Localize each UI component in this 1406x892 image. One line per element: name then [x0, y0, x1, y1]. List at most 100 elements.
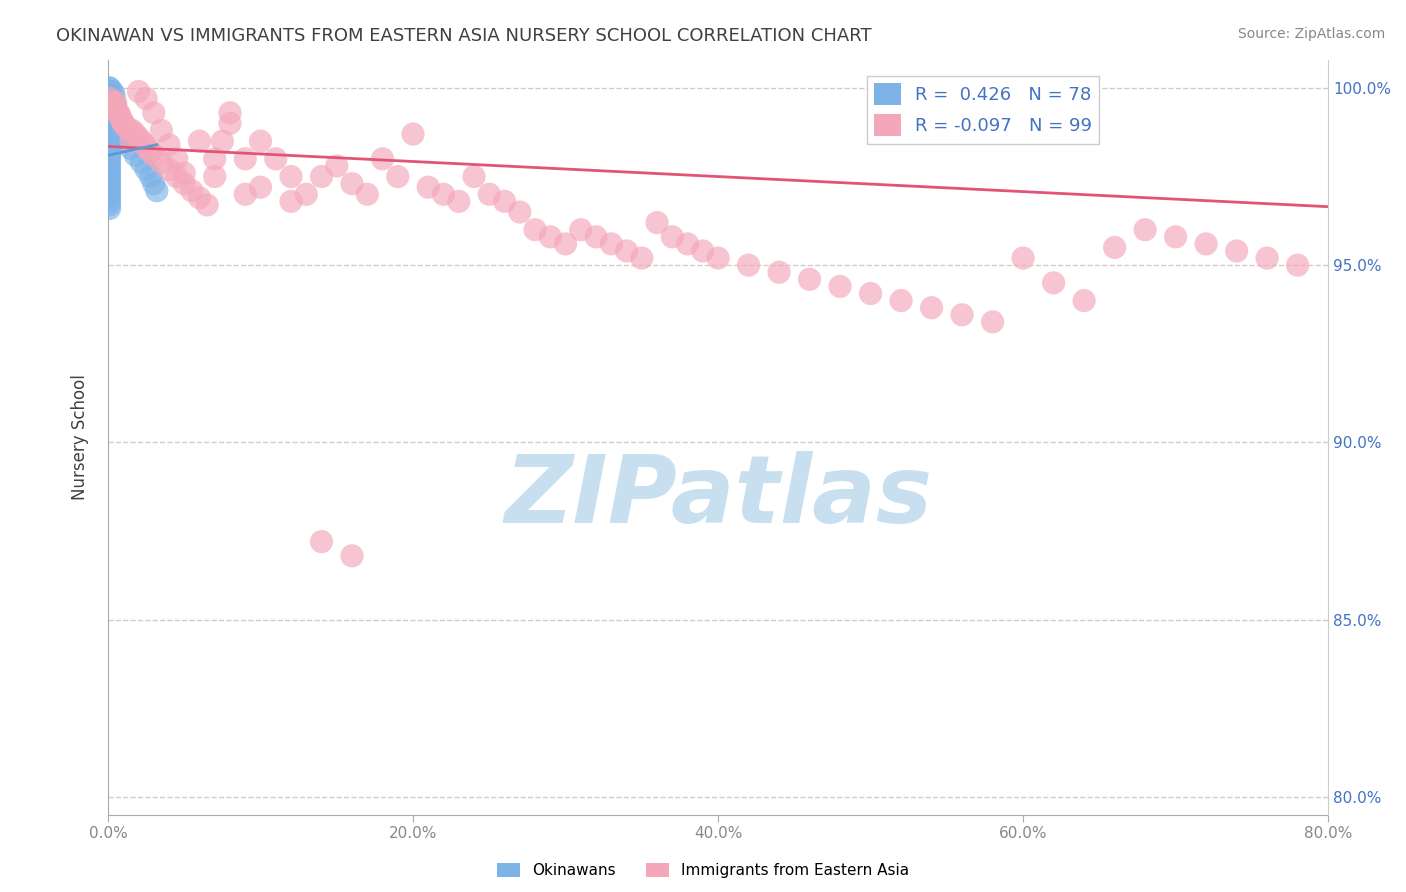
Point [112, 127, 135, 141]
Point [233, 187, 256, 202]
Point [98, 123, 121, 137]
Point [98, 127, 121, 141]
Point [98, 198, 121, 212]
Point [233, 152, 256, 166]
Point [1286, 258, 1309, 272]
Point [112, 116, 135, 130]
Point [98, 155, 121, 169]
Point [98, 148, 121, 162]
Point [98, 109, 121, 123]
Point [98, 159, 121, 173]
Point [100, 95, 122, 109]
Point [135, 162, 157, 177]
Point [447, 194, 470, 209]
Point [295, 187, 318, 202]
Point [101, 95, 124, 109]
Point [98, 92, 121, 106]
Point [98, 102, 121, 116]
Point [98, 187, 121, 202]
Point [105, 105, 128, 120]
Point [112, 116, 135, 130]
Point [195, 198, 218, 212]
Point [98, 137, 121, 152]
Point [98, 141, 121, 155]
Point [1195, 236, 1218, 251]
Point [311, 534, 333, 549]
Point [799, 272, 821, 286]
Point [768, 265, 790, 279]
Point [101, 85, 124, 99]
Point [509, 205, 531, 219]
Point [98, 102, 121, 116]
Point [104, 98, 127, 112]
Point [107, 112, 129, 127]
Point [494, 194, 516, 209]
Point [128, 85, 150, 99]
Point [211, 134, 233, 148]
Point [98, 95, 121, 109]
Point [98, 105, 121, 120]
Point [98, 202, 121, 216]
Point [554, 236, 576, 251]
Point [103, 98, 125, 112]
Point [98, 145, 121, 159]
Point [98, 105, 121, 120]
Point [737, 258, 759, 272]
Point [150, 123, 173, 137]
Text: OKINAWAN VS IMMIGRANTS FROM EASTERN ASIA NURSERY SCHOOL CORRELATION CHART: OKINAWAN VS IMMIGRANTS FROM EASTERN ASIA… [56, 27, 872, 45]
Point [98, 130, 121, 145]
Point [478, 187, 501, 202]
Point [157, 137, 180, 152]
Point [98, 92, 121, 106]
Point [157, 162, 180, 177]
Point [1164, 229, 1187, 244]
Point [356, 187, 378, 202]
Point [180, 184, 202, 198]
Point [121, 123, 143, 137]
Point [630, 251, 652, 265]
Point [98, 105, 121, 120]
Point [98, 123, 121, 137]
Point [600, 236, 623, 251]
Point [166, 169, 188, 184]
Point [311, 169, 333, 184]
Point [115, 134, 138, 148]
Point [402, 127, 425, 141]
Point [98, 130, 121, 145]
Point [616, 244, 638, 258]
Point [645, 216, 668, 230]
Point [142, 177, 165, 191]
Point [98, 88, 121, 103]
Point [1226, 244, 1249, 258]
Point [98, 127, 121, 141]
Point [136, 141, 159, 155]
Point [98, 134, 121, 148]
Point [173, 166, 195, 180]
Point [107, 105, 129, 120]
Point [280, 169, 302, 184]
Point [111, 112, 134, 127]
Point [219, 116, 242, 130]
Point [98, 162, 121, 177]
Point [569, 223, 592, 237]
Point [661, 229, 683, 244]
Point [118, 123, 141, 137]
Point [921, 301, 943, 315]
Point [98, 98, 121, 112]
Point [98, 98, 121, 112]
Point [98, 88, 121, 103]
Point [100, 88, 122, 103]
Point [98, 134, 121, 148]
Point [142, 148, 165, 162]
Point [150, 155, 173, 169]
Point [249, 180, 271, 194]
Point [146, 184, 169, 198]
Point [98, 116, 121, 130]
Point [98, 109, 121, 123]
Point [98, 166, 121, 180]
Point [120, 134, 142, 148]
Point [134, 137, 156, 152]
Y-axis label: Nursery School: Nursery School [72, 374, 89, 500]
Point [108, 120, 131, 134]
Point [204, 169, 226, 184]
